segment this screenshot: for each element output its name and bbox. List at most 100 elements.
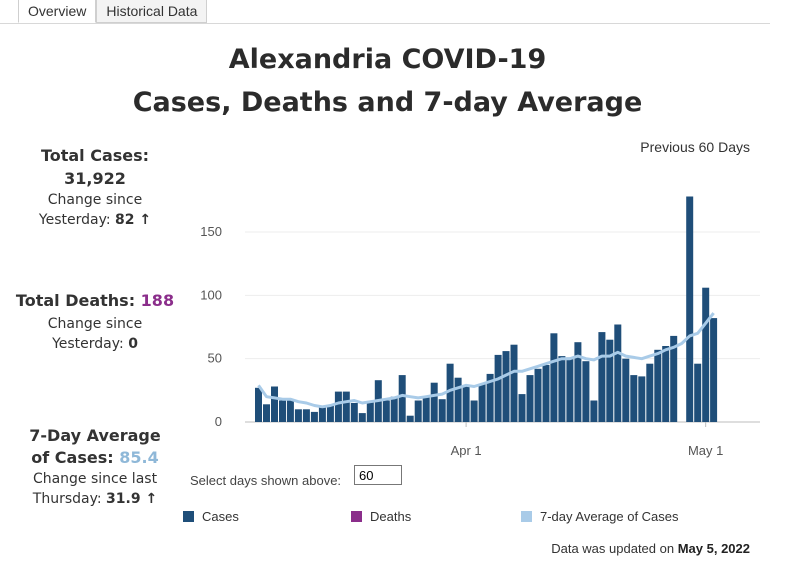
cases-bar bbox=[686, 196, 694, 422]
cases-bar bbox=[710, 318, 718, 422]
days-input[interactable] bbox=[354, 465, 402, 485]
total-cases-value: 31,922 bbox=[64, 169, 126, 188]
updated-prefix: Data was updated on bbox=[551, 541, 675, 556]
total-deaths-panel: Total Deaths: 188 Change since Yesterday… bbox=[0, 291, 190, 354]
cases-change-row: Yesterday: 82 ↑ bbox=[0, 210, 190, 230]
y-tick-label: 0 bbox=[215, 414, 222, 429]
deaths-change-prefix: Yesterday: bbox=[52, 336, 124, 352]
avg-label-row: of Cases: 85.4 bbox=[0, 448, 190, 467]
legend-item-deaths[interactable]: Deaths bbox=[351, 509, 411, 524]
cases-bar bbox=[263, 404, 270, 422]
y-tick-label: 50 bbox=[208, 351, 222, 366]
avg-change-row: Thursday: 31.9 ↑ bbox=[0, 489, 190, 509]
tab-divider bbox=[0, 23, 770, 24]
total-deaths-row: Total Deaths: 188 bbox=[0, 291, 190, 310]
tab-historical-data[interactable]: Historical Data bbox=[96, 0, 208, 23]
tab-overview[interactable]: Overview bbox=[18, 0, 97, 23]
cases-bar bbox=[574, 342, 582, 422]
total-cases-label: Total Cases: bbox=[40, 146, 150, 165]
cases-bar bbox=[302, 409, 310, 422]
y-tick-label: 150 bbox=[200, 224, 222, 239]
y-tick-label: 100 bbox=[200, 287, 222, 302]
cases-bar bbox=[366, 401, 374, 422]
total-cases-panel: Total Cases: 31,922 Change since Yesterd… bbox=[0, 146, 190, 230]
cases-bar bbox=[550, 333, 558, 422]
cases-bar bbox=[318, 406, 326, 422]
cases-bar bbox=[606, 339, 614, 422]
page-title-line1: Alexandria COVID-19 bbox=[228, 44, 547, 75]
cases-bar bbox=[390, 396, 398, 422]
deaths-change-row: Yesterday: 0 bbox=[0, 334, 190, 354]
legend-label-deaths: Deaths bbox=[370, 509, 412, 524]
avg-change-label: Change since last bbox=[32, 471, 158, 487]
deaths-change-label: Change since bbox=[47, 316, 143, 332]
cases-bar bbox=[414, 400, 422, 422]
avg-line bbox=[257, 312, 715, 409]
cases-change-value: 82 ↑ bbox=[115, 212, 152, 228]
cases-change-label: Change since bbox=[47, 192, 143, 208]
legend-swatch-deaths bbox=[351, 511, 362, 522]
updated-note: Data was updated on May 5, 2022 bbox=[551, 541, 750, 556]
cases-bar bbox=[662, 346, 670, 422]
cases-bar bbox=[310, 411, 318, 422]
legend-label-avg: 7-day Average of Cases bbox=[540, 509, 679, 524]
cases-bar bbox=[382, 400, 390, 422]
legend-item-cases[interactable]: Cases bbox=[183, 509, 239, 524]
cases-bar bbox=[494, 354, 502, 422]
cases-bar bbox=[438, 399, 446, 422]
cases-bar bbox=[526, 375, 534, 422]
cases-bar bbox=[470, 400, 478, 422]
avg-series-line bbox=[257, 312, 715, 409]
cases-bar bbox=[350, 403, 358, 422]
cases-bar bbox=[502, 351, 510, 422]
total-deaths-label: Total Deaths: bbox=[15, 291, 136, 310]
legend-swatch-cases bbox=[183, 511, 194, 522]
avg-value: 85.4 bbox=[119, 448, 159, 467]
cases-bar bbox=[478, 384, 486, 422]
cases-bar bbox=[646, 363, 654, 422]
cases-bar bbox=[638, 376, 646, 422]
cases-bar bbox=[342, 391, 350, 422]
updated-date: May 5, 2022 bbox=[677, 541, 750, 556]
cases-bar bbox=[598, 332, 606, 422]
cases-change-prefix: Yesterday: bbox=[38, 212, 111, 228]
cases-bar bbox=[566, 357, 574, 422]
cases-bar bbox=[694, 363, 702, 422]
cases-bar bbox=[518, 394, 526, 422]
cases-bar bbox=[558, 356, 566, 422]
cases-bar bbox=[398, 375, 406, 422]
cases-bar bbox=[534, 368, 542, 422]
cases-bar bbox=[286, 400, 294, 422]
seven-day-average-panel: 7-Day Average of Cases: 85.4 Change sinc… bbox=[0, 426, 190, 509]
deaths-change-value: 0 bbox=[128, 336, 138, 352]
x-axis: Apr 1 May 1 bbox=[451, 422, 723, 458]
cases-bar bbox=[670, 335, 678, 422]
cases-bar bbox=[510, 344, 518, 422]
avg-label-line1: 7-Day Average bbox=[29, 426, 161, 445]
avg-change-prefix: Thursday: bbox=[32, 491, 102, 507]
y-axis: 0 50 100 150 bbox=[200, 224, 222, 429]
cases-bar bbox=[486, 373, 494, 422]
cases-bar bbox=[279, 400, 286, 422]
cases-bar bbox=[255, 387, 262, 422]
cases-bar bbox=[582, 361, 590, 422]
total-deaths-value: 188 bbox=[140, 291, 175, 310]
x-tick-label: Apr 1 bbox=[451, 443, 482, 458]
cases-bar bbox=[294, 409, 302, 422]
cases-chart[interactable]: 0 50 100 150 Apr 1 May 1 bbox=[190, 170, 770, 465]
cases-bar bbox=[334, 391, 342, 422]
cases-bar bbox=[358, 413, 366, 422]
cases-bar bbox=[590, 400, 598, 422]
legend-item-avg[interactable]: 7-day Average of Cases bbox=[521, 509, 679, 524]
chart-legend: Cases Deaths 7-day Average of Cases bbox=[0, 509, 800, 529]
cases-bar bbox=[630, 375, 638, 422]
legend-swatch-avg bbox=[521, 511, 532, 522]
page-title-line2: Cases, Deaths and 7-day Average bbox=[132, 87, 643, 118]
legend-label-cases: Cases bbox=[202, 509, 239, 524]
cases-bar bbox=[542, 365, 550, 422]
cases-bar bbox=[406, 415, 414, 422]
period-label: Previous 60 Days bbox=[640, 139, 750, 155]
cases-bar bbox=[614, 324, 622, 422]
avg-change-value: 31.9 ↑ bbox=[106, 491, 158, 507]
cases-bar bbox=[422, 396, 430, 422]
